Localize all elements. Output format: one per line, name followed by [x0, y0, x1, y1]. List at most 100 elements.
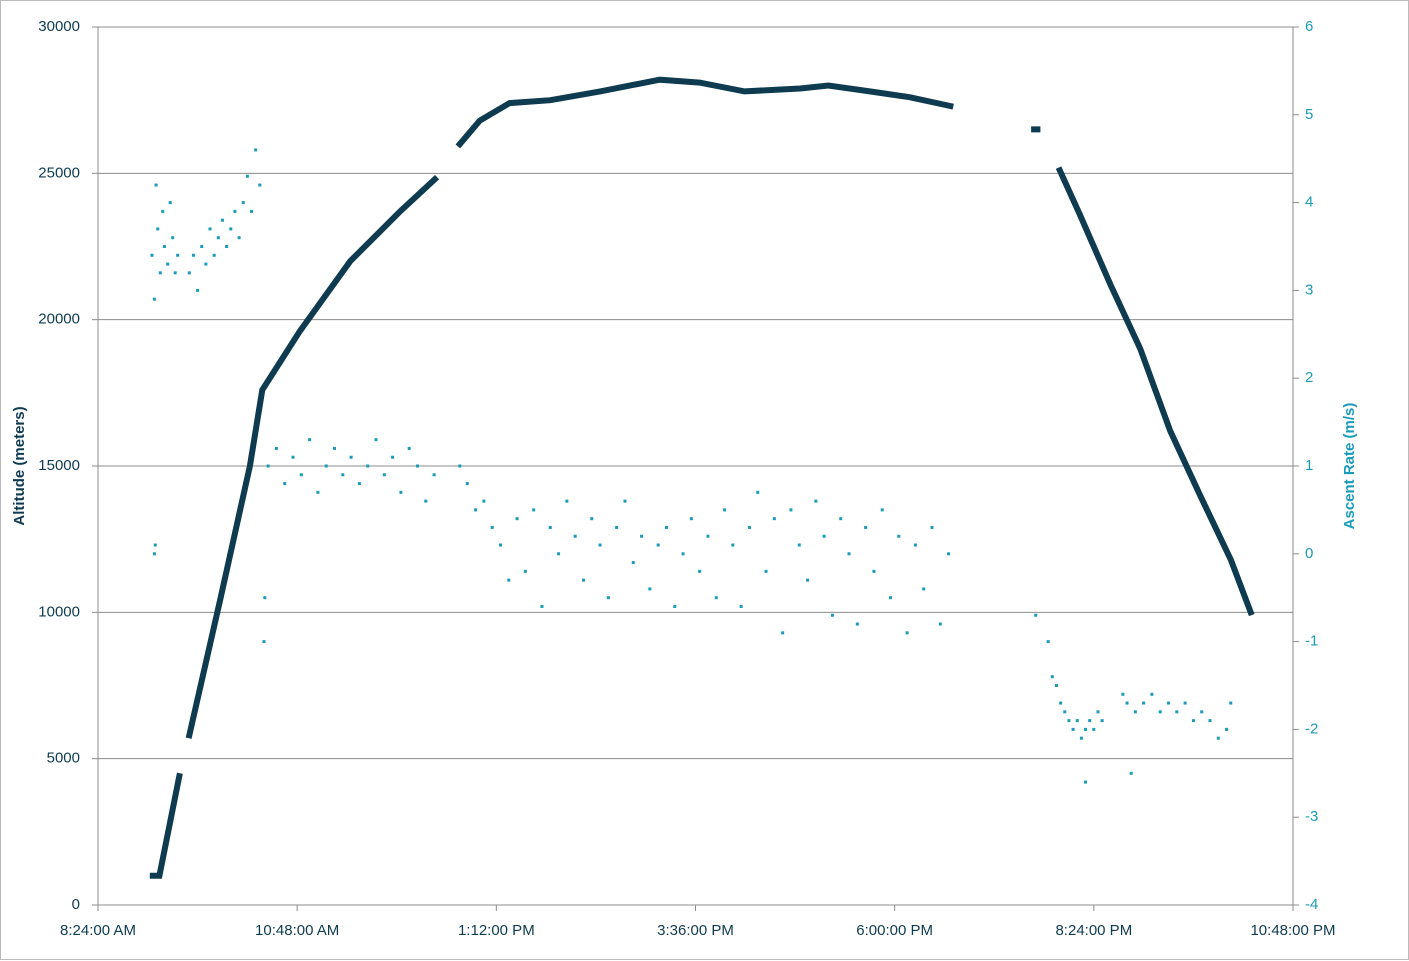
ascent-point	[308, 438, 312, 442]
ascent-point	[291, 455, 295, 459]
ascent-point	[299, 473, 303, 477]
ascent-point	[806, 578, 810, 582]
ascent-point	[772, 517, 776, 521]
ascent-point	[615, 525, 619, 529]
ascent-point	[1067, 719, 1071, 723]
ascent-point	[573, 534, 577, 538]
ascent-point	[324, 464, 328, 468]
x-tick-label: 8:24:00 PM	[1055, 922, 1132, 939]
x-tick-label: 3:36:00 PM	[657, 922, 734, 939]
ascent-point	[1191, 719, 1195, 723]
ascent-point	[664, 525, 668, 529]
ascent-point	[565, 499, 569, 503]
ascent-point	[880, 508, 884, 512]
ascent-point	[258, 183, 262, 187]
ascent-point	[656, 543, 660, 547]
ascent-point	[391, 455, 395, 459]
ascent-point	[474, 508, 478, 512]
ascent-point	[830, 613, 834, 617]
y2-tick-label: 3	[1305, 281, 1313, 298]
ascent-point	[689, 517, 693, 521]
y-tick-label: 15000	[38, 457, 80, 474]
ascent-point	[1150, 692, 1154, 696]
y2-tick-label: 2	[1305, 369, 1313, 386]
ascent-point	[905, 631, 909, 635]
ascent-point	[598, 543, 602, 547]
ascent-point	[176, 253, 180, 257]
y2-tick-label: -4	[1305, 896, 1318, 913]
ascent-point	[250, 209, 254, 213]
ascent-point	[1054, 684, 1058, 687]
ascent-point	[204, 262, 208, 266]
ascent-point	[523, 569, 527, 573]
y-tick-label: 30000	[38, 18, 80, 35]
ascent-point	[241, 201, 245, 205]
ascent-point	[548, 525, 552, 529]
ascent-point	[153, 543, 157, 547]
ascent-point	[341, 473, 345, 477]
ascent-point	[1208, 719, 1212, 723]
ascent-point	[789, 508, 793, 512]
ascent-point	[263, 596, 267, 600]
ascent-point	[208, 227, 212, 231]
ascent-point	[1133, 710, 1137, 714]
ascent-point	[631, 561, 635, 565]
ascent-point	[532, 508, 536, 512]
y-tick-label: 20000	[38, 311, 80, 328]
ascent-point	[1158, 710, 1162, 714]
ascent-point	[673, 604, 677, 608]
ascent-point	[1046, 640, 1050, 644]
ascent-point	[1063, 710, 1067, 714]
y2-tick-label: 6	[1305, 18, 1313, 35]
ascent-point	[581, 578, 585, 582]
ascent-point	[158, 271, 162, 275]
x-tick-label: 1:12:00 PM	[458, 922, 535, 939]
ascent-point	[162, 245, 166, 248]
ascent-point	[889, 596, 893, 600]
ascent-point	[458, 464, 462, 468]
ascent-point	[507, 578, 511, 582]
ascent-point	[814, 499, 818, 503]
ascent-point	[922, 587, 926, 591]
ascent-point	[382, 473, 386, 477]
ascent-point	[1129, 771, 1133, 775]
ascent-point	[237, 236, 241, 240]
ascent-point	[432, 473, 436, 477]
ascent-point	[399, 490, 403, 494]
y-axis-title: Altitude (meters)	[11, 406, 28, 525]
ascent-point	[407, 446, 411, 450]
ascent-point	[173, 271, 177, 275]
y2-tick-label: 0	[1305, 545, 1313, 562]
ascent-point	[714, 596, 718, 600]
ascent-point	[229, 227, 233, 231]
y-tick-label: 0	[72, 896, 80, 913]
ascent-point	[333, 446, 337, 450]
y2-axis-title: Ascent Rate (m/s)	[1341, 403, 1358, 530]
ascent-point	[154, 183, 158, 187]
ascent-point	[357, 482, 361, 486]
ascent-point	[640, 534, 644, 538]
ascent-point	[465, 482, 469, 486]
ascent-point	[590, 517, 594, 521]
ascent-point	[739, 604, 743, 608]
ascent-point	[606, 596, 610, 600]
ascent-point	[1071, 727, 1075, 731]
ascent-point	[200, 245, 204, 248]
ascent-point	[557, 552, 561, 556]
ascent-point	[797, 543, 801, 547]
ascent-point	[1034, 613, 1038, 617]
ascent-point	[822, 534, 826, 538]
ascent-point	[156, 227, 160, 231]
ascent-point	[171, 236, 175, 240]
ascent-point	[847, 552, 851, 556]
ascent-point	[839, 517, 843, 521]
ascent-point	[1084, 727, 1088, 731]
ascent-point	[747, 525, 751, 529]
y-tick-label: 25000	[38, 164, 80, 181]
ascent-point	[191, 253, 195, 257]
ascent-point	[698, 569, 702, 573]
ascent-point	[254, 148, 258, 152]
ascent-point	[1175, 710, 1179, 714]
y2-tick-label: 1	[1305, 457, 1313, 474]
